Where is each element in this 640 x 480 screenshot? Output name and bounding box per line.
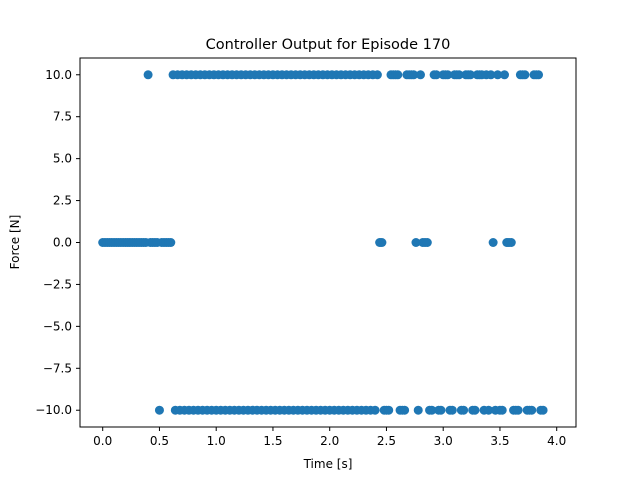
data-point [427,405,437,415]
data-point [143,70,153,80]
x-tick-label: 3.0 [434,434,453,448]
x-tick-label: 2.5 [377,434,396,448]
x-tick-label: 2.0 [320,434,339,448]
data-point [166,238,176,247]
data-point [377,238,387,247]
chart-title: Controller Output for Episode 170 [206,37,451,53]
y-tick-label: 7.5 [53,110,72,124]
data-point [393,70,403,80]
data-point [520,70,530,80]
y-axis-ticks: −10.0 −7.5 −5.0 −2.5 0.0 2.5 5.0 7.5 10.0 [35,68,80,417]
y-tick-label: −2.5 [43,277,72,291]
data-point [436,405,446,415]
data-point [513,405,523,415]
data-point [409,70,419,80]
x-tick-label: 0.0 [93,434,112,448]
data-point [422,238,432,247]
y-tick-label: −7.5 [43,361,72,375]
data-point [459,405,469,415]
y-tick-label: −5.0 [43,319,72,333]
data-point [454,70,464,80]
x-axis-label: Time [s] [303,457,353,471]
data-point [470,405,480,415]
data-point [486,70,496,80]
data-point [443,70,453,80]
data-point [370,405,380,415]
x-axis-ticks: 0.0 0.5 1.0 1.5 2.0 2.5 3.0 3.5 4.0 [93,427,566,448]
data-point [527,405,537,415]
x-tick-label: 4.0 [547,434,566,448]
data-point [534,70,544,80]
y-tick-label: 0.0 [53,236,72,250]
data-point [465,70,475,80]
x-tick-label: 0.5 [150,434,169,448]
data-point [493,70,503,80]
y-tick-label: 5.0 [53,152,72,166]
data-point [400,405,410,415]
y-tick-label: 2.5 [53,194,72,208]
data-point [488,238,498,247]
data-point [416,70,425,80]
x-tick-label: 3.5 [490,434,509,448]
data-point [413,405,423,415]
data-point [372,70,382,80]
y-axis-label: Force [N] [8,215,22,270]
data-point [384,405,394,415]
data-point [497,405,507,415]
data-point [538,405,548,415]
data-point [484,405,494,415]
y-tick-label: −10.0 [35,403,72,417]
data-point [447,405,457,415]
data-points [98,70,548,415]
data-point [154,405,164,415]
y-tick-label: 10.0 [45,68,72,82]
x-tick-label: 1.0 [207,434,226,448]
x-tick-label: 1.5 [263,434,282,448]
data-point [431,70,441,80]
data-point [506,238,516,247]
data-point [411,238,421,247]
data-point [499,70,509,80]
